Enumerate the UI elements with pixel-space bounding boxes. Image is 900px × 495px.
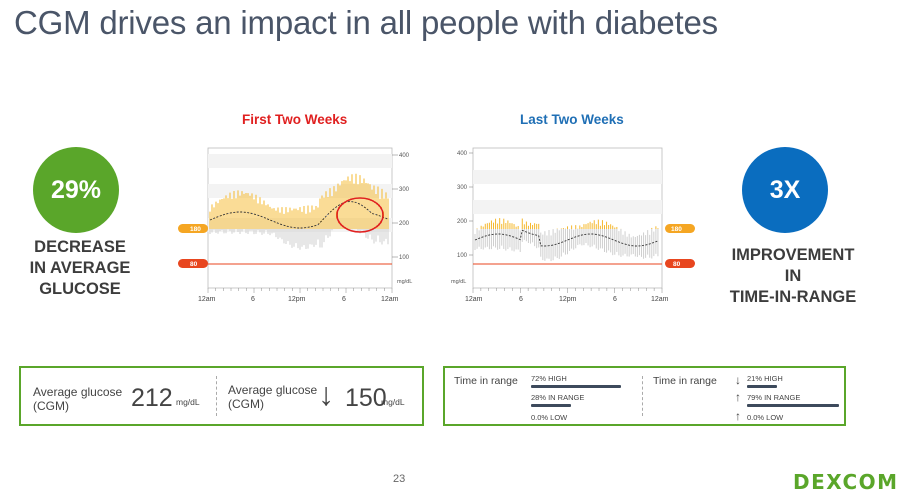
tir-label-before: Time in range	[454, 375, 518, 387]
average-glucose-comparison-box: Average glucose (CGM) 212 mg/dL Average …	[19, 366, 424, 426]
stat-label-line: IN AVERAGE	[29, 259, 131, 277]
x-tick-label: 6	[251, 296, 255, 303]
slide-title: CGM drives an impact in all people with …	[14, 4, 718, 41]
improvement-value: 3X	[769, 175, 801, 204]
x-tick-label: 12pm	[288, 296, 306, 303]
x-tick-label: 6	[342, 296, 346, 303]
up-arrow-icon: ↑	[735, 409, 741, 423]
x-tick-label: 12am	[381, 296, 399, 303]
decrease-percent-badge: 29%	[33, 147, 119, 233]
tir-label-after: Time in range	[653, 375, 717, 387]
time-in-range-comparison-box: Time in range 72% HIGH 28% IN RANGE 0.0%…	[443, 366, 846, 426]
tir-high-after: 21% HIGH	[747, 374, 783, 383]
tir-high-bar-after	[747, 385, 777, 388]
x-tick-label: 6	[613, 296, 617, 303]
label-line: (CGM)	[228, 397, 264, 411]
improvement-stat-label: IMPROVEMENT IN TIME-IN-RANGE	[718, 245, 868, 308]
y-tick-label: 300	[399, 187, 410, 193]
improvement-multiplier-badge: 3X	[742, 147, 828, 233]
y-tick-label: 400	[399, 153, 410, 159]
down-arrow-icon: ↓	[318, 376, 334, 412]
stat-label-line: IMPROVEMENT	[731, 246, 855, 264]
highlight-circle	[336, 197, 384, 233]
low-threshold-marker: 80	[190, 261, 198, 268]
divider	[642, 376, 643, 416]
avg-glucose-label-before: Average glucose (CGM)	[33, 385, 122, 413]
x-tick-label: 6	[519, 296, 523, 303]
tir-in-range-bar-before	[531, 404, 571, 407]
y-tick-label: 300	[457, 185, 468, 191]
label-line: Average glucose	[33, 385, 123, 399]
avg-glucose-before-value: 212	[131, 384, 173, 412]
tir-high-bar-before	[531, 385, 621, 388]
avg-glucose-before-unit: mg/dL	[176, 397, 200, 407]
last-two-weeks-heading: Last Two Weeks	[520, 112, 624, 127]
label-line: Average glucose	[228, 383, 318, 397]
avg-glucose-after-value: 150	[345, 384, 387, 412]
x-tick-label: 12am	[651, 296, 669, 303]
y-tick-label: 200	[399, 221, 410, 227]
decrease-stat-label: DECREASE IN AVERAGE GLUCOSE	[10, 237, 150, 300]
tir-in-range-before: 28% IN RANGE	[531, 393, 585, 402]
low-threshold-marker: 80	[673, 261, 681, 268]
high-threshold-marker: 180	[190, 226, 201, 233]
x-tick-label: 12am	[465, 296, 483, 303]
last-two-weeks-agp-chart: 400 300 200 100 mg/dL 180 80 12am 6 12pm…	[451, 147, 695, 303]
x-tick-label: 12am	[198, 296, 216, 303]
divider	[216, 376, 217, 416]
tir-in-range-after: 79% IN RANGE	[747, 393, 801, 402]
y-tick-label: 100	[457, 253, 468, 259]
tir-low-after: 0.0% LOW	[747, 413, 784, 422]
y-tick-label: 100	[399, 255, 410, 261]
y-tick-label: 400	[457, 151, 468, 157]
first-two-weeks-heading: First Two Weeks	[242, 112, 348, 127]
stat-label-line: IN	[784, 267, 802, 285]
high-threshold-marker: 180	[671, 226, 682, 233]
avg-glucose-label-after: Average glucose (CGM)	[228, 383, 317, 411]
stat-label-line: TIME-IN-RANGE	[729, 288, 857, 306]
label-line: (CGM)	[33, 399, 69, 413]
up-arrow-icon: ↑	[735, 390, 741, 404]
x-tick-label: 12pm	[559, 296, 577, 303]
dexcom-logo: DEXCOM	[793, 470, 899, 494]
decrease-percent-value: 29%	[50, 175, 102, 204]
stat-label-line: DECREASE	[34, 238, 126, 256]
tir-high-before: 72% HIGH	[531, 374, 567, 383]
first-two-weeks-agp-chart: 400 300 200 100 mg/dL 180 80 12am 6 12pm…	[178, 147, 412, 303]
down-arrow-icon: ↓	[735, 373, 741, 387]
page-number: 23	[393, 473, 406, 485]
tir-low-before: 0.0% LOW	[531, 413, 568, 422]
tir-in-range-bar-after	[747, 404, 839, 407]
avg-glucose-after-unit: mg/dL	[381, 397, 405, 407]
y-tick-label: 200	[457, 219, 468, 225]
y-unit-label: mg/dL	[451, 279, 466, 285]
stat-label-line: GLUCOSE	[39, 280, 121, 298]
y-unit-label: mg/dL	[397, 279, 412, 285]
